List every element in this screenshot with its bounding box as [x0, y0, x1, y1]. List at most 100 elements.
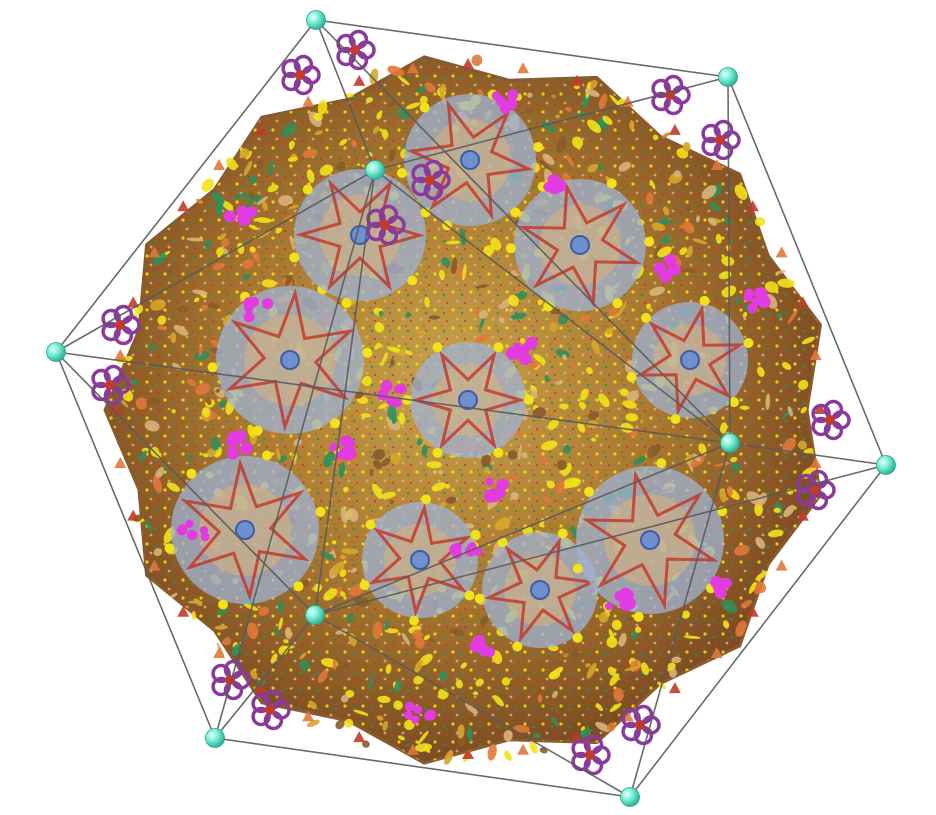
face-rim-blob	[510, 207, 521, 218]
subunit	[313, 583, 323, 593]
rim-cap	[213, 159, 226, 170]
subunit	[275, 227, 283, 234]
magenta-subunit	[185, 519, 194, 529]
face-rim-blob	[497, 537, 508, 548]
subunit	[513, 725, 530, 733]
subunit	[617, 301, 627, 317]
magenta-subunit	[659, 269, 672, 283]
subunit	[609, 307, 619, 317]
flower-icon	[366, 221, 386, 242]
magenta-subunit	[721, 577, 732, 589]
subunit	[613, 687, 624, 702]
subunit	[384, 628, 399, 634]
magenta-subunit	[472, 634, 486, 648]
cage-edge	[214, 737, 631, 798]
subunit	[546, 480, 555, 489]
subunit	[493, 695, 504, 707]
subunit	[345, 689, 355, 698]
face-center	[410, 550, 430, 570]
sphere-icon	[718, 67, 738, 87]
subunit	[338, 461, 346, 478]
subunit	[667, 662, 676, 670]
magenta-subunit	[507, 89, 519, 101]
subunit	[587, 119, 602, 133]
subunit	[445, 483, 450, 489]
subunit	[314, 130, 324, 136]
subunit	[377, 695, 391, 704]
subunit	[591, 340, 600, 355]
subunit	[299, 660, 310, 671]
icosahedron-cage	[55, 19, 887, 798]
face-rim-blob	[365, 519, 376, 530]
magenta-subunit	[224, 210, 236, 223]
rim-cap	[775, 246, 788, 258]
subunit	[464, 702, 478, 715]
subunit	[532, 407, 546, 419]
subunit	[308, 700, 317, 710]
subunit	[196, 198, 203, 204]
pentamer-flower	[621, 704, 661, 746]
magenta-subunit	[329, 442, 338, 452]
subunit	[607, 666, 616, 676]
face-rim-blob	[474, 593, 485, 604]
subunit	[202, 407, 211, 418]
subunit	[287, 156, 298, 162]
subunit	[480, 615, 489, 626]
flower-icon	[251, 693, 271, 714]
subunit	[270, 653, 278, 664]
subunit	[652, 134, 659, 140]
flower-core	[585, 750, 595, 760]
cage-edge	[374, 76, 729, 171]
cage-edge	[55, 19, 317, 353]
subunit	[163, 466, 168, 471]
subunit	[397, 735, 405, 741]
magenta-subunit	[614, 590, 626, 602]
pentamer-flower	[366, 204, 406, 246]
rim-cap	[517, 62, 530, 74]
magenta-subunit	[411, 715, 420, 724]
subunit	[528, 360, 541, 370]
subunit	[695, 215, 701, 223]
face-rim-blob	[432, 447, 443, 458]
rim-cap	[517, 743, 530, 755]
subunit	[721, 256, 735, 266]
subunit	[419, 95, 428, 104]
magenta-subunit	[413, 705, 423, 715]
rim-cap	[406, 743, 419, 755]
subunit	[662, 206, 670, 216]
cage-edge	[727, 76, 887, 466]
subunit	[498, 316, 505, 324]
subunit	[405, 102, 421, 110]
subunit	[658, 218, 672, 225]
rim-cap	[809, 349, 822, 360]
face-rim-blob	[289, 252, 300, 263]
subunit	[438, 469, 444, 475]
subunit	[475, 284, 489, 289]
subunit	[536, 454, 551, 464]
subunit	[630, 630, 638, 640]
face-rim-blob	[523, 395, 534, 405]
subunit	[516, 290, 528, 300]
subunit	[135, 397, 147, 410]
subunit	[606, 722, 616, 732]
subunit	[478, 310, 488, 319]
cage-edge	[55, 351, 216, 739]
subunit	[223, 248, 230, 258]
subunit	[587, 164, 598, 173]
subunit	[681, 610, 690, 619]
face-rim-blob	[606, 178, 617, 189]
rim-cap	[255, 682, 268, 694]
flower-icon	[651, 91, 671, 112]
magenta-subunit	[200, 532, 210, 542]
subunit	[539, 159, 552, 171]
subunit	[378, 310, 384, 317]
subunit	[685, 205, 693, 212]
sphere-icon	[306, 10, 326, 30]
subunit	[302, 148, 318, 159]
cage-edge	[314, 169, 376, 616]
subunit	[580, 728, 592, 738]
subunit	[317, 99, 328, 115]
flower-icon	[621, 721, 641, 742]
subunit	[243, 603, 259, 611]
subunit	[157, 325, 168, 331]
